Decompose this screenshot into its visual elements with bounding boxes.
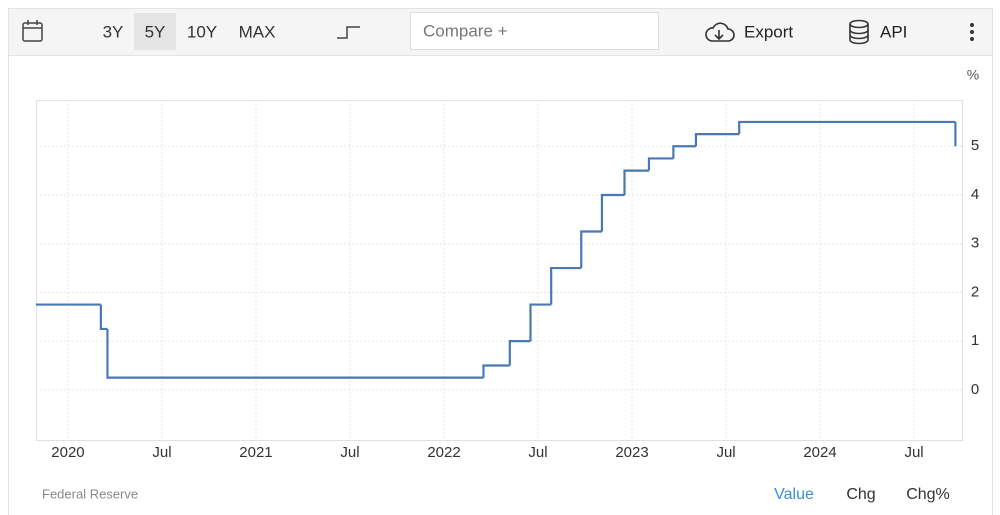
calendar-icon[interactable] [22,20,43,42]
tab[interactable]: Chg% [906,486,950,503]
x-tick-label: 2021 [239,444,272,461]
y-tick-label: 1 [971,332,979,349]
y-tick-label: 0 [971,381,979,398]
step-segment [600,193,625,232]
step-segment [647,157,674,171]
x-tick-label: Jul [716,444,735,461]
x-tick-label: 2022 [427,444,460,461]
export-icon[interactable] [705,22,735,42]
x-tick-label: Jul [904,444,923,461]
step-segment [623,169,649,195]
frame [8,8,993,515]
chart-type-icon[interactable] [337,26,360,39]
x-tick-label: Jul [340,444,359,461]
step-segment [738,120,956,135]
step-segment [580,230,602,269]
y-tick-label: 4 [971,186,979,203]
step-segment [694,132,740,147]
export-button[interactable]: Export [744,22,793,41]
x-tick-label: 2020 [51,444,84,461]
compare-input[interactable] [410,12,659,50]
step-segment [508,340,531,366]
tab-active[interactable]: Value [774,486,814,503]
api-icon[interactable] [849,19,869,45]
y-tick-label: 2 [971,283,979,300]
step-segment [99,304,108,331]
step-segment [550,266,582,305]
step-segment [482,364,510,378]
api-button[interactable]: API [880,22,907,41]
y-tick-label: 3 [971,235,979,252]
range-button[interactable]: 3Y [103,22,124,41]
plot-area [36,100,963,441]
x-tick-label: 2024 [803,444,836,461]
y-unit: % [967,67,979,83]
range-button[interactable]: 5Y [145,22,166,41]
more-menu[interactable] [970,23,974,41]
step-segment [529,303,552,342]
x-tick-label: Jul [528,444,547,461]
tab[interactable]: Chg [846,486,875,503]
step-segment [106,328,484,379]
x-tick-label: 2023 [615,444,648,461]
selected-range-bg [134,13,176,50]
y-tick-label: 5 [971,137,979,154]
x-tick-label: Jul [152,444,171,461]
compare-placeholder: Compare + [423,21,508,40]
range-button[interactable]: 10Y [187,22,217,41]
step-segment [672,145,696,159]
plot: 0 1 2 3 4 5 2020 Jul 2021 Jul 2022 Jul 2023 Jul 2024 Ju… [36,100,979,461]
range-button[interactable]: MAX [239,22,276,41]
source: Federal Reserve [42,486,138,501]
